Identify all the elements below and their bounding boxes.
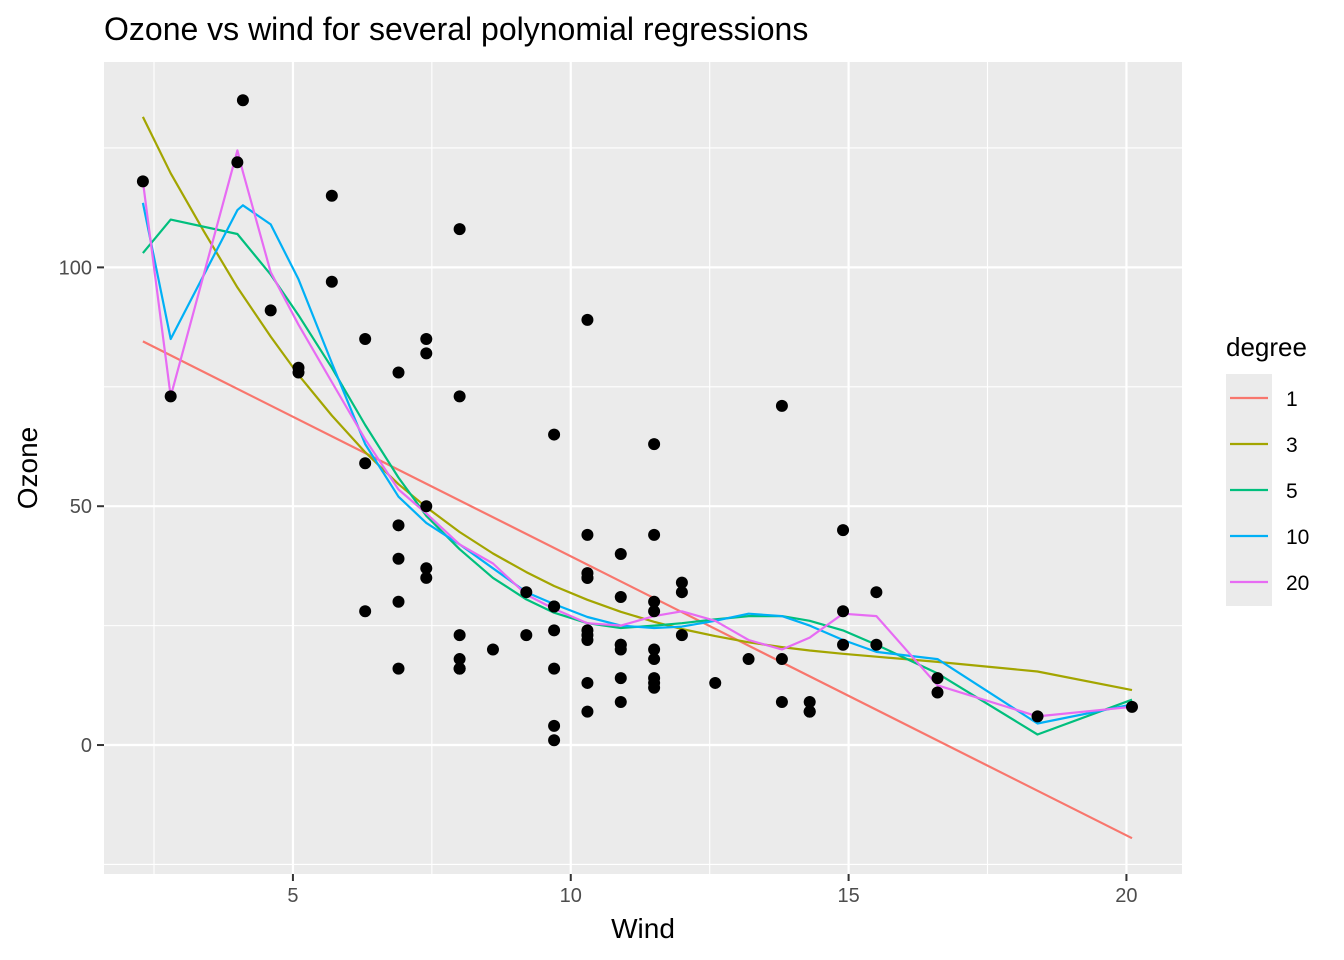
data-point-14 xyxy=(392,552,405,565)
x-axis: 5 10 15 20 xyxy=(287,874,1138,907)
data-point-28 xyxy=(486,643,499,656)
data-point-3 xyxy=(236,94,249,107)
data-point-34 xyxy=(548,662,561,675)
data-point-30 xyxy=(520,629,533,642)
series-line-degree-1 xyxy=(142,340,1133,840)
legend-label-degree-1: 1 xyxy=(1286,388,1298,411)
data-point-77 xyxy=(837,638,850,651)
data-point-31 xyxy=(548,428,561,441)
data-point-22 xyxy=(453,223,466,236)
data-point-18 xyxy=(420,347,433,360)
x-tick-label-3: 20 xyxy=(1115,885,1137,907)
data-point-64 xyxy=(675,576,688,589)
data-point-47 xyxy=(581,571,594,584)
data-point-2 xyxy=(231,156,244,169)
data-point-54 xyxy=(614,638,627,651)
data-point-11 xyxy=(359,605,372,618)
data-point-69 xyxy=(775,399,788,412)
data-point-13 xyxy=(392,519,405,532)
data-point-76 xyxy=(837,605,850,618)
legend-items: 1 3 5 10 20 xyxy=(1230,388,1309,595)
data-point-8 xyxy=(325,189,338,202)
data-point-37 xyxy=(548,600,561,613)
data-point-45 xyxy=(581,676,594,689)
data-point-72 xyxy=(803,696,816,709)
data-point-0 xyxy=(136,175,149,188)
legend: degree 1 3 5 10 20 xyxy=(1226,332,1309,606)
data-point-12 xyxy=(392,366,405,379)
x-tick-label-0: 5 xyxy=(287,885,298,907)
data-point-15 xyxy=(392,595,405,608)
data-point-68 xyxy=(742,653,755,666)
data-point-46 xyxy=(581,705,594,718)
chart-title: Ozone vs wind for several polynomial reg… xyxy=(104,11,808,47)
data-point-27 xyxy=(453,662,466,675)
data-point-1 xyxy=(164,390,177,403)
major-gridlines xyxy=(104,62,1182,874)
y-tick-label-1: 50 xyxy=(70,496,92,518)
data-point-39 xyxy=(581,528,594,541)
legend-label-degree-10: 10 xyxy=(1286,526,1309,549)
data-point-21 xyxy=(420,571,433,584)
data-point-24 xyxy=(453,629,466,642)
data-point-20 xyxy=(420,562,433,575)
x-tick-label-2: 15 xyxy=(837,885,859,907)
data-point-74 xyxy=(803,705,816,718)
legend-label-degree-20: 20 xyxy=(1286,572,1309,595)
data-point-44 xyxy=(581,633,594,646)
data-point-71 xyxy=(775,696,788,709)
data-point-55 xyxy=(648,438,661,451)
data-point-78 xyxy=(870,586,883,599)
x-tick-label-1: 10 xyxy=(560,885,582,907)
data-point-53 xyxy=(614,696,627,709)
data-point-52 xyxy=(614,672,627,685)
data-point-59 xyxy=(648,643,661,656)
data-point-48 xyxy=(614,547,627,560)
data-point-83 xyxy=(1125,700,1138,713)
data-point-60 xyxy=(648,653,661,666)
data-point-7 xyxy=(325,275,338,288)
y-axis-title: Ozone xyxy=(12,427,43,510)
data-point-66 xyxy=(675,629,688,642)
data-point-36 xyxy=(548,734,561,747)
data-point-49 xyxy=(614,590,627,603)
legend-label-degree-5: 5 xyxy=(1286,480,1298,503)
data-point-10 xyxy=(359,333,372,346)
legend-label-degree-3: 3 xyxy=(1286,434,1298,457)
data-point-79 xyxy=(870,638,883,651)
plot-panel xyxy=(104,62,1182,874)
data-point-63 xyxy=(648,681,661,694)
data-point-19 xyxy=(420,500,433,513)
data-point-33 xyxy=(548,624,561,637)
y-tick-label-2: 100 xyxy=(59,257,92,279)
data-point-67 xyxy=(709,676,722,689)
series-line-degree-3 xyxy=(141,116,1133,692)
data-point-6 xyxy=(292,361,305,374)
data-point-56 xyxy=(648,528,661,541)
data-point-38 xyxy=(581,313,594,326)
series-line-degree-5 xyxy=(142,218,1133,736)
data-point-23 xyxy=(453,390,466,403)
y-axis: 0 50 100 xyxy=(59,257,104,757)
x-axis-title: Wind xyxy=(611,913,675,944)
data-point-17 xyxy=(420,333,433,346)
data-point-75 xyxy=(837,524,850,537)
data-point-70 xyxy=(775,653,788,666)
data-point-65 xyxy=(675,586,688,599)
data-point-29 xyxy=(520,586,533,599)
data-point-80 xyxy=(931,672,944,685)
data-point-35 xyxy=(548,719,561,732)
legend-title: degree xyxy=(1226,332,1307,362)
data-point-4 xyxy=(264,304,277,317)
data-point-57 xyxy=(648,595,661,608)
data-point-25 xyxy=(453,653,466,666)
data-point-81 xyxy=(931,686,944,699)
data-point-82 xyxy=(1031,710,1044,723)
data-point-9 xyxy=(359,457,372,470)
y-tick-label-0: 0 xyxy=(81,735,92,757)
data-point-16 xyxy=(392,662,405,675)
data-point-58 xyxy=(648,605,661,618)
data-points xyxy=(136,94,1138,747)
